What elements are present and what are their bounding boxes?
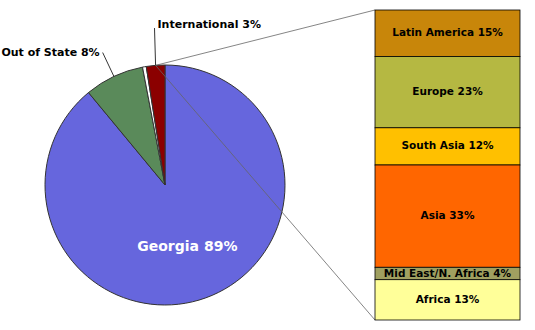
bar-segment — [375, 280, 520, 320]
segment-label: Africa 13% — [416, 293, 480, 305]
slice-label: Out of State 8% — [1, 46, 99, 59]
segment-label: Asia 33% — [421, 209, 475, 221]
leader-line — [155, 28, 156, 65]
slice-label: Georgia 89% — [137, 238, 237, 254]
bar-segment — [375, 10, 520, 57]
segment-label: Latin America 15% — [392, 26, 503, 38]
bar-labels: Latin America 15% Europe 23% South Asia 12… — [384, 26, 512, 305]
bar-segment — [375, 128, 520, 165]
slice-label: International 3% — [158, 18, 261, 31]
bar-segment — [375, 267, 520, 279]
segment-label: Mid East/N. Africa 4% — [384, 267, 512, 279]
segment-label: South Asia 12% — [401, 139, 494, 151]
connector — [156, 65, 375, 320]
leader-line — [103, 53, 114, 77]
pie-slice — [146, 65, 165, 185]
pie — [45, 65, 285, 305]
segment-label: Europe 23% — [412, 85, 483, 97]
stacked-bar — [375, 10, 520, 320]
pie-labels: Georgia 89% Out of State 8% International … — [1, 18, 261, 254]
bar-segment — [375, 165, 520, 267]
bar-segment — [375, 57, 520, 128]
connector — [156, 10, 375, 65]
chart: Georgia 89% Out of State 8% International … — [0, 0, 535, 330]
connectors — [156, 10, 375, 320]
pie-slice — [45, 65, 285, 305]
